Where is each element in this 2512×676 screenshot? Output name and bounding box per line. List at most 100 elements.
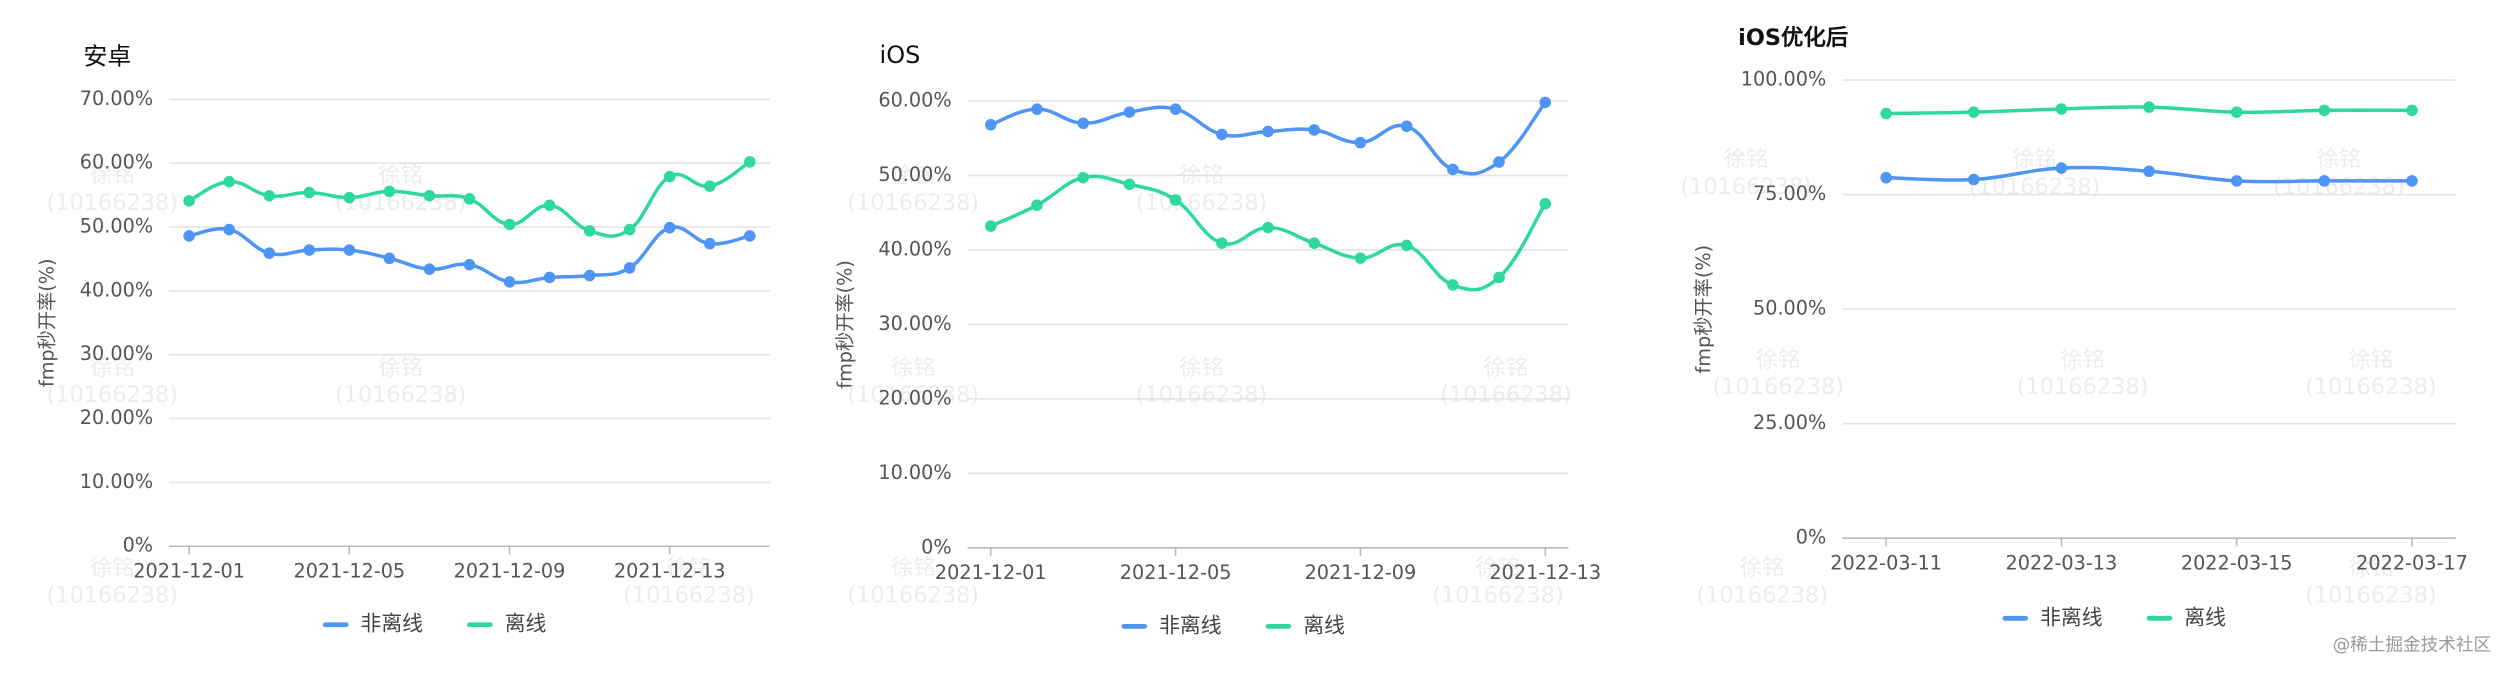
- data-point: [623, 223, 636, 236]
- watermark-id: (10166238): [847, 190, 979, 216]
- x-tick-label: 2021-12-09: [1305, 561, 1417, 584]
- data-point: [1880, 107, 1892, 120]
- y-axis-label: fmp秒开率(%): [1692, 245, 1715, 374]
- data-point: [423, 189, 436, 202]
- data-point: [223, 223, 235, 236]
- y-tick-label: 100.00%: [1741, 68, 1827, 91]
- data-point: [2055, 162, 2068, 174]
- data-point: [2230, 106, 2243, 118]
- watermark-id: (10166238): [1136, 190, 1268, 216]
- data-point: [543, 199, 556, 212]
- data-point: [1539, 197, 1552, 210]
- data-point: [1123, 106, 1136, 118]
- watermark-id: (10166238): [1712, 374, 1844, 400]
- legend-label: 非离线: [1159, 613, 1222, 637]
- x-tick-label: 2021-12-13: [614, 559, 726, 582]
- footer: @稀土掘金技术社区: [2333, 636, 2491, 656]
- watermark-name: 徐铭: [1740, 555, 1785, 581]
- data-point: [1123, 178, 1136, 191]
- watermark-name: 徐铭: [1475, 555, 1520, 581]
- data-point: [663, 170, 676, 183]
- data-point: [423, 263, 436, 275]
- watermark-name: 徐铭: [1724, 147, 1769, 173]
- watermark-id: (10166238): [335, 190, 467, 216]
- legend-label: 离线: [505, 612, 547, 636]
- y-axis-label: fmp秒开率(%): [36, 258, 59, 387]
- data-point: [2318, 175, 2331, 187]
- watermark-name: 徐铭: [891, 355, 936, 381]
- watermark-id: (10166238): [1432, 582, 1564, 608]
- y-tick-label: 50.00%: [1753, 297, 1826, 320]
- watermark-id: (10166238): [1136, 382, 1268, 408]
- watermark-name: 徐铭: [2316, 147, 2361, 173]
- x-tick-label: 2021-12-05: [1120, 561, 1232, 584]
- data-point: [503, 276, 516, 288]
- data-point: [984, 118, 997, 131]
- data-point: [1031, 199, 1043, 211]
- legend-label: 离线: [2184, 605, 2226, 629]
- watermark-name: 徐铭: [891, 555, 936, 581]
- data-point: [1447, 163, 1459, 176]
- watermark-name: 徐铭: [2349, 555, 2394, 581]
- y-tick-label: 0%: [1796, 526, 1827, 549]
- data-point: [183, 195, 195, 207]
- watermark-name: 徐铭: [1756, 347, 1801, 373]
- watermark-id: (10166238): [2017, 374, 2149, 400]
- watermark-id: (10166238): [46, 582, 178, 608]
- data-point: [1077, 171, 1089, 184]
- data-point: [263, 189, 275, 202]
- data-point: [1354, 252, 1367, 264]
- legend-label: 离线: [1303, 613, 1345, 637]
- data-point: [1400, 239, 1413, 252]
- y-tick-label: 25.00%: [1753, 411, 1826, 434]
- data-point: [1447, 279, 1459, 291]
- data-point: [2143, 101, 2155, 113]
- x-tick-label: 2021-12-09: [454, 559, 566, 582]
- y-tick-label: 50.00%: [878, 163, 951, 186]
- data-point: [343, 191, 356, 204]
- y-tick-label: 20.00%: [878, 386, 951, 409]
- data-point: [383, 185, 396, 198]
- watermark-name: 徐铭: [1483, 355, 1528, 381]
- watermark-id: (10166238): [1696, 582, 1828, 608]
- y-tick-label: 50.00%: [80, 215, 153, 238]
- data-point: [1077, 117, 1089, 130]
- data-point: [2230, 175, 2243, 187]
- y-tick-label: 30.00%: [80, 342, 153, 365]
- watermark-name: 徐铭: [90, 555, 135, 581]
- watermark-id: (10166238): [1440, 382, 1572, 408]
- y-tick-label: 0%: [123, 534, 154, 557]
- watermark-id: (10166238): [847, 382, 979, 408]
- data-point: [223, 175, 235, 188]
- chart-title: iOS优化后: [1738, 24, 1848, 51]
- legend-label: 非离线: [361, 612, 424, 636]
- x-tick-label: 2021-12-01: [935, 561, 1047, 584]
- y-tick-label: 30.00%: [878, 312, 951, 335]
- watermark-name: 徐铭: [1179, 355, 1224, 381]
- y-tick-label: 20.00%: [80, 406, 153, 429]
- y-axis-label: fmp秒开率(%): [833, 260, 856, 389]
- x-tick-label: 2022-03-11: [1830, 551, 1942, 574]
- data-point: [1539, 96, 1552, 109]
- data-point: [1967, 106, 1980, 118]
- data-point: [2406, 104, 2418, 117]
- watermark-name: 徐铭: [378, 163, 423, 189]
- data-point: [703, 180, 716, 192]
- y-tick-label: 60.00%: [878, 88, 951, 111]
- y-tick-label: 40.00%: [878, 237, 951, 260]
- watermark-name: 徐铭: [2349, 347, 2394, 373]
- watermark-id: (10166238): [847, 582, 979, 608]
- watermark-name: 徐铭: [90, 163, 135, 189]
- y-tick-label: 60.00%: [80, 151, 153, 174]
- data-point: [984, 220, 997, 232]
- watermark-id: (10166238): [46, 190, 178, 216]
- data-point: [383, 252, 396, 265]
- watermark-id: (10166238): [623, 582, 755, 608]
- data-point: [703, 237, 716, 250]
- data-point: [2143, 165, 2155, 178]
- data-point: [1354, 136, 1367, 149]
- legend-label: 非离线: [2040, 605, 2103, 629]
- data-point: [663, 221, 676, 234]
